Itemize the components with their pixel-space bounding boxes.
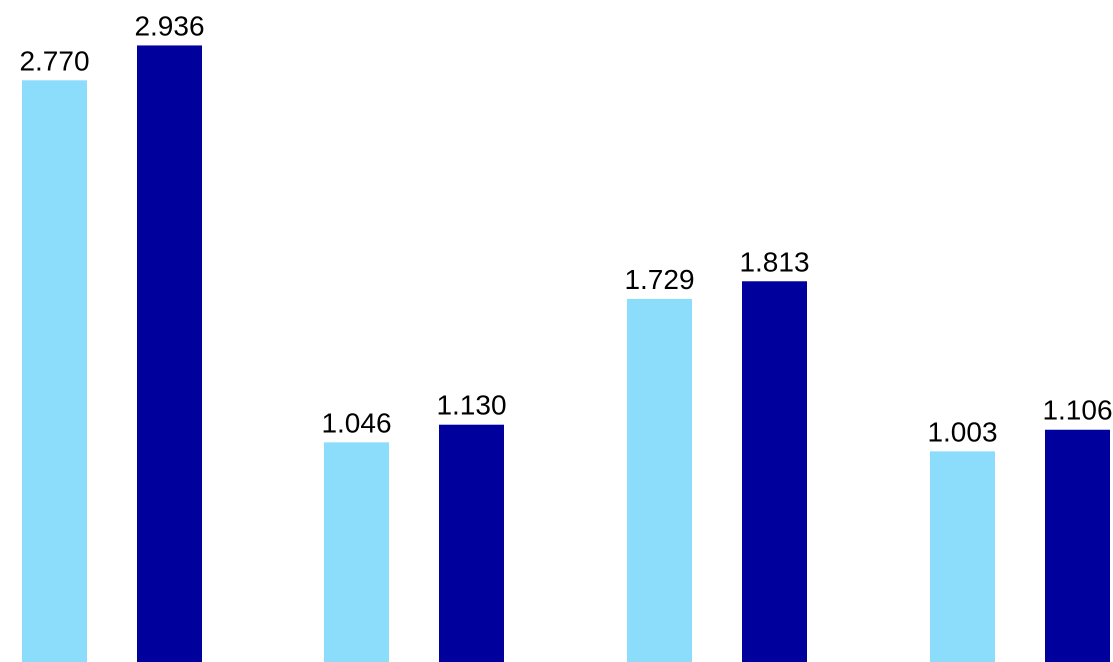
bar-series-2-group-4 [1045,429,1110,662]
bar-series-2-group-3 [742,281,807,662]
bar-series-1-group-1 [22,80,87,662]
data-labels-group: 2.770 1.046 1.729 1.003 2.936 1.130 1.813 1.106 [19,10,1112,447]
data-label-series-2-group-2: 1.130 [436,390,506,421]
data-label-series-1-group-4: 1.003 [927,416,997,447]
data-label-series-1-group-3: 1.729 [624,264,694,295]
bar-series-2-group-1 [137,45,202,662]
data-label-series-2-group-4: 1.106 [1042,395,1112,426]
data-label-series-2-group-3: 1.813 [739,246,809,277]
data-label-series-2-group-1: 2.936 [134,10,204,41]
bar-series-1-group-4 [930,451,995,662]
data-label-series-1-group-1: 2.770 [19,45,89,76]
data-label-series-1-group-2: 1.046 [321,407,391,438]
bar-series-2-group-2 [439,424,504,662]
bar-series-1-group-2 [324,442,389,662]
bars-group [22,45,1110,662]
bar-series-1-group-3 [627,298,692,662]
